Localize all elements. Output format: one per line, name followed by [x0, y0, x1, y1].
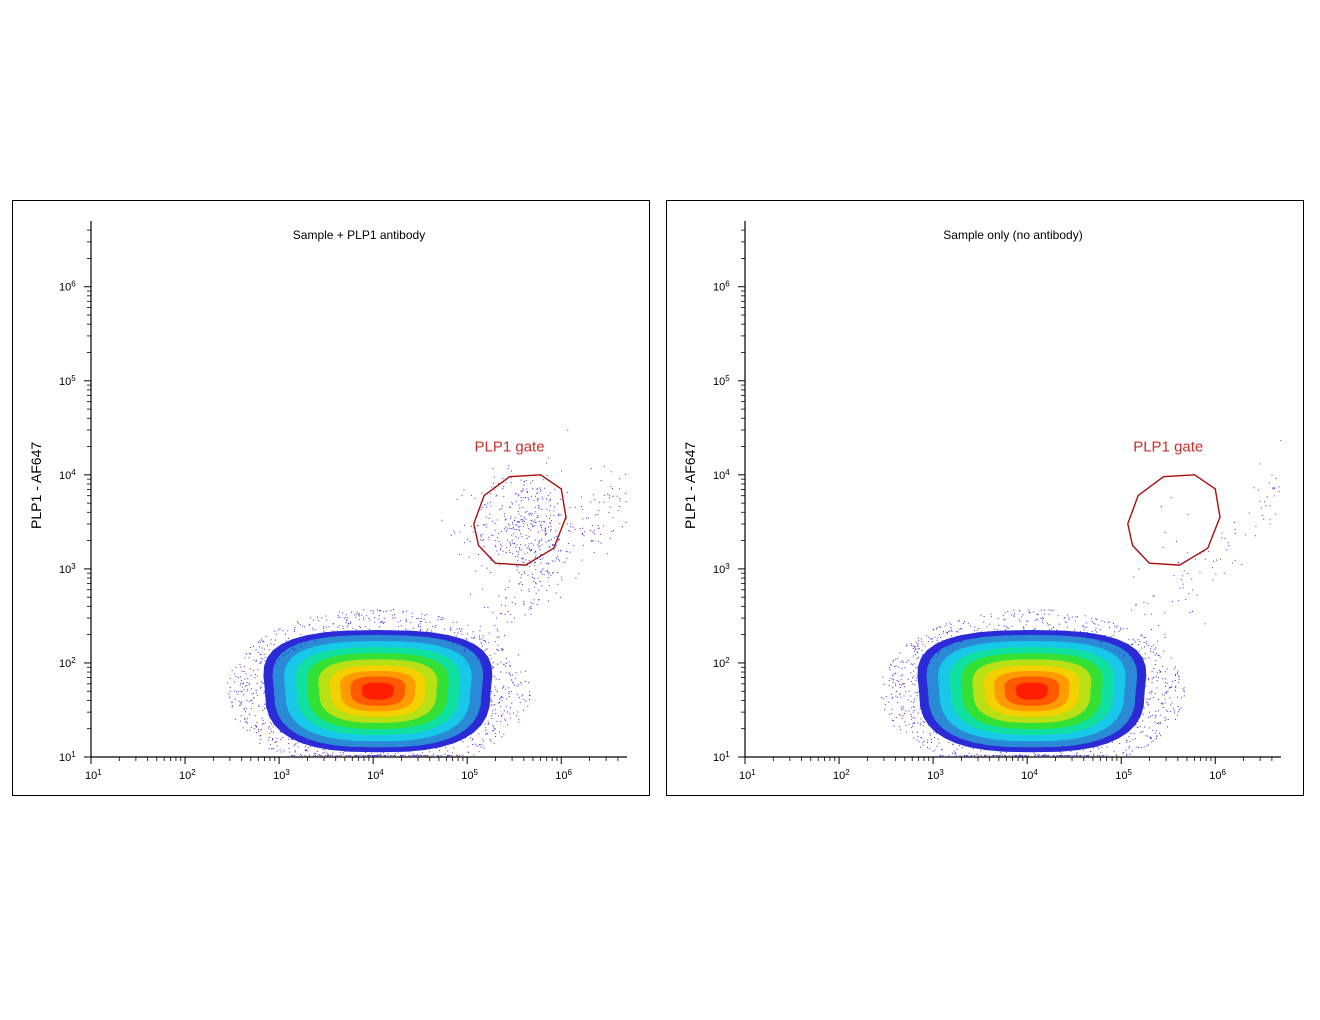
- svg-text:106: 106: [555, 768, 572, 783]
- gate-label: PLP1 gate: [1133, 438, 1203, 455]
- svg-text:101: 101: [713, 750, 730, 765]
- svg-text:105: 105: [713, 373, 730, 388]
- svg-text:104: 104: [59, 467, 76, 482]
- gate-label: PLP1 gate: [475, 438, 545, 455]
- panel-title: Sample + PLP1 antibody: [293, 228, 425, 242]
- panel-title: Sample only (no antibody): [943, 228, 1082, 242]
- svg-text:105: 105: [59, 373, 76, 388]
- svg-text:102: 102: [179, 768, 196, 783]
- y-axis-label: PLP1 - AF647: [28, 442, 44, 529]
- y-axis-label: PLP1 - AF647: [682, 442, 698, 529]
- svg-text:103: 103: [713, 561, 730, 576]
- svg-text:104: 104: [1021, 768, 1038, 783]
- svg-text:104: 104: [367, 768, 384, 783]
- svg-text:101: 101: [85, 768, 102, 783]
- svg-text:105: 105: [461, 768, 478, 783]
- svg-text:104: 104: [713, 467, 730, 482]
- svg-text:106: 106: [59, 279, 76, 294]
- svg-text:105: 105: [1115, 768, 1132, 783]
- svg-text:101: 101: [739, 768, 756, 783]
- panels-container: 101 101 102 102 103 103 104 104 105 105 106 106 PLP1…: [12, 200, 1304, 796]
- svg-text:101: 101: [59, 750, 76, 765]
- flow-panel-left: 101 101 102 102 103 103 104 104 105 105 106 106 PLP1…: [12, 200, 650, 796]
- svg-text:102: 102: [713, 655, 730, 670]
- svg-text:106: 106: [1209, 768, 1226, 783]
- svg-text:102: 102: [833, 768, 850, 783]
- svg-text:106: 106: [713, 279, 730, 294]
- plp1-gate: [1128, 475, 1220, 565]
- plp1-gate: [474, 475, 566, 565]
- svg-text:102: 102: [59, 655, 76, 670]
- svg-text:103: 103: [59, 561, 76, 576]
- svg-text:103: 103: [927, 768, 944, 783]
- svg-text:103: 103: [273, 768, 290, 783]
- flow-panel-right: 101 101 102 102 103 103 104 104 105 105 106 106 PLP1…: [666, 200, 1304, 796]
